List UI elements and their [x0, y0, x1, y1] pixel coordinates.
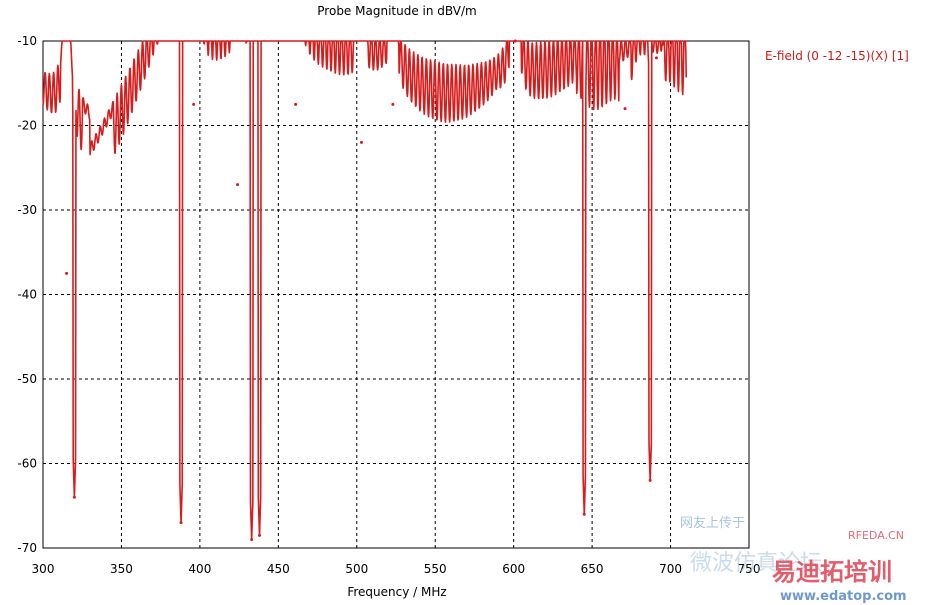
y-tick-label-m30: -30	[17, 203, 37, 217]
x-tick-label-500: 500	[345, 562, 368, 576]
watermark-site-cn: 易迪拓培训	[772, 558, 892, 586]
y-tick-label-m70: -70	[17, 541, 37, 555]
y-tick-label-m20: -20	[17, 119, 37, 133]
minimum-point-4	[582, 512, 586, 516]
x-tick-label-700: 700	[659, 562, 682, 576]
minimum-point-3	[258, 533, 262, 537]
peak-point-5	[391, 102, 395, 106]
peak-point-0	[65, 271, 69, 275]
x-tick-label-350: 350	[110, 562, 133, 576]
grid	[43, 41, 749, 548]
x-tick-label-750: 750	[738, 562, 761, 576]
peak-point-3	[294, 102, 298, 106]
watermark-art-text: 微波仿真论坛	[690, 551, 822, 576]
peak-point-1	[192, 102, 196, 106]
peak-point-6	[513, 39, 517, 43]
peak-point-4	[359, 140, 363, 144]
y-tick-label-m10: -10	[17, 34, 37, 48]
x-tick-label-600: 600	[502, 562, 525, 576]
x-tick-label-400: 400	[188, 562, 211, 576]
legend-entry: E-field (0 -12 -15)(X) [1]	[765, 49, 909, 63]
x-tick-labels: 300 350 400 450 500 550 600 650 700 750	[32, 562, 761, 576]
y-tick-label-m60: -60	[17, 457, 37, 471]
chart-title: Probe Magnitude in dBV/m	[317, 4, 476, 18]
watermark-site-url: www.edatop.com	[780, 589, 907, 604]
minimum-point-0	[72, 495, 76, 499]
y-tick-label-m50: -50	[17, 372, 37, 386]
x-axis-label: Frequency / MHz	[347, 585, 446, 599]
minima-points	[72, 478, 652, 542]
x-tick-label-650: 650	[581, 562, 604, 576]
x-tick-label-450: 450	[267, 562, 290, 576]
peak-points	[65, 39, 658, 275]
peak-point-8	[654, 56, 658, 60]
x-tick-label-550: 550	[424, 562, 447, 576]
minimum-point-5	[648, 478, 652, 482]
minimum-point-2	[250, 538, 254, 542]
peak-point-7	[623, 107, 627, 111]
y-tick-labels: -10 -20 -30 -40 -50 -60 -70	[17, 34, 37, 555]
y-tick-label-m40: -40	[17, 288, 37, 302]
series-line-e-field	[42, 40, 688, 541]
watermark-brand: RFEDA.CN	[848, 529, 904, 542]
x-tick-label-300: 300	[32, 562, 55, 576]
peak-point-2	[236, 183, 240, 187]
watermark: 网友上传于 RFEDA.CN 微波仿真论坛 易迪拓培训 www.edatop.c…	[680, 515, 907, 604]
watermark-tagline: 网友上传于	[680, 515, 745, 531]
minimum-point-1	[179, 521, 183, 525]
